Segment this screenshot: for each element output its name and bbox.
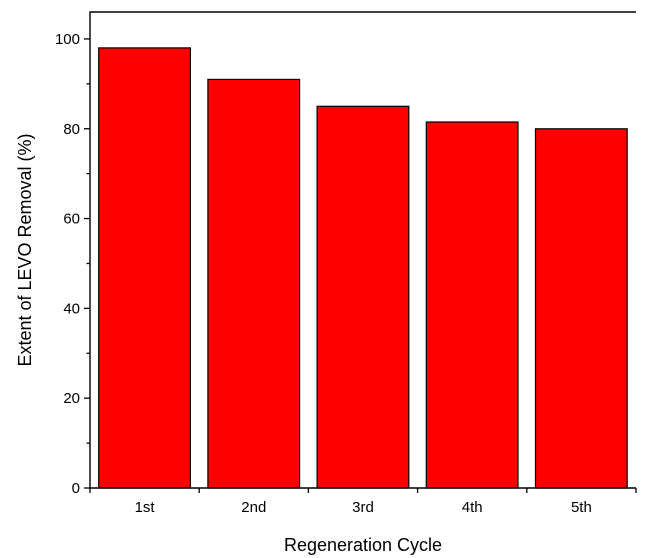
x-tick-label: 2nd: [241, 499, 266, 516]
bar-1st: [98, 47, 191, 489]
y-tick-label: 100: [55, 31, 80, 48]
y-tick-label: 20: [63, 390, 80, 407]
bars-layer: [98, 47, 628, 489]
axes-frame: [89, 11, 636, 489]
bar-4th: [425, 121, 519, 489]
bar-5th: [534, 128, 628, 489]
y-tick-label: 60: [63, 211, 80, 228]
y-axis-ticks: 0 20 40 60 80 100: [55, 31, 90, 497]
x-tick-label: 5th: [571, 499, 592, 516]
bar-3rd: [316, 105, 410, 489]
y-tick-label: 40: [63, 300, 80, 317]
plot-frame: [89, 11, 636, 489]
x-tick-label: 1st: [135, 499, 156, 516]
x-tick-label: 4th: [462, 499, 483, 516]
x-axis-title: Regeneration Cycle: [284, 535, 442, 555]
y-tick-label: 0: [72, 480, 80, 497]
bar-2nd: [207, 78, 301, 489]
y-axis-title: Extent of LEVO Removal (%): [15, 133, 35, 366]
x-axis-ticks: 1st 2nd 3rd 4th 5th: [89, 488, 637, 516]
x-tick-label: 3rd: [352, 499, 374, 516]
y-tick-label: 80: [63, 121, 80, 138]
